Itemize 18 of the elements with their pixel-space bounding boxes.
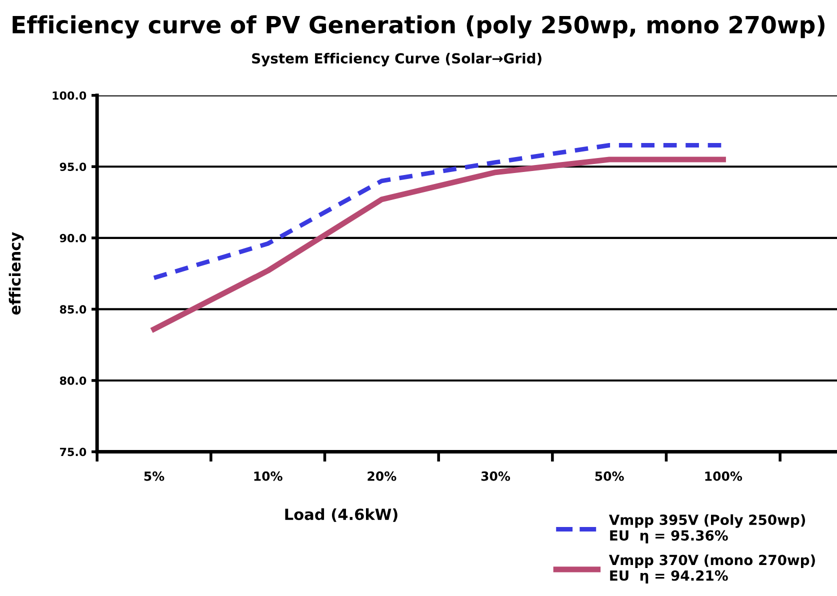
x-tick-label: 5% [144, 471, 164, 481]
y-tick-label: 80.0 [60, 376, 86, 385]
y-tick-label: 95.0 [60, 162, 86, 172]
y-tick-label: 75.0 [60, 448, 86, 456]
x-tick-label: 50% [595, 471, 624, 481]
y-tick-label: 85.0 [60, 305, 86, 314]
legend-label: Vmpp 370V (mono 270wp) EU η = 94.21% [608, 554, 815, 584]
x-tick-label: 30% [481, 471, 510, 481]
y-tick-label: 90.0 [60, 234, 86, 242]
x-tick-label: 20% [368, 471, 396, 481]
chart-title: Efficiency curve of PV Generation (poly 250wp, mono 270wp) [12, 15, 824, 38]
legend-label: Vmpp 395V (Poly 250wp) EU η = 95.36% [608, 514, 806, 544]
y-axis-title: efficiency [8, 232, 24, 315]
y-tick-label: 100.0 [52, 91, 86, 100]
chart-subtitle: System Efficiency Curve (Solar→Grid) [252, 52, 542, 66]
x-tick-label: 100% [705, 471, 742, 481]
x-axis-title: Load (4.6kW) [285, 508, 398, 522]
x-tick-label: 10% [254, 471, 282, 481]
